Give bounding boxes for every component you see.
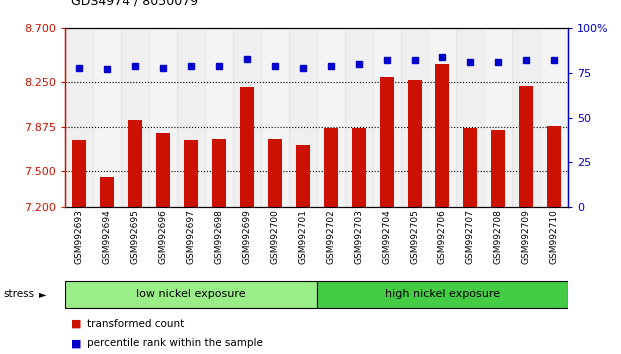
- Text: ■: ■: [71, 338, 82, 348]
- Text: GSM992698: GSM992698: [214, 209, 224, 264]
- Text: GSM992696: GSM992696: [158, 209, 168, 264]
- Bar: [100, 177, 114, 207]
- Text: GSM992700: GSM992700: [270, 209, 279, 264]
- Bar: [512, 28, 540, 207]
- Text: GSM992702: GSM992702: [326, 209, 335, 264]
- Text: stress: stress: [3, 289, 34, 299]
- Bar: [463, 129, 478, 207]
- Text: ►: ►: [39, 289, 46, 299]
- Bar: [240, 87, 254, 207]
- Bar: [519, 86, 533, 207]
- Bar: [317, 28, 345, 207]
- Text: transformed count: transformed count: [87, 319, 184, 329]
- Bar: [184, 140, 198, 207]
- Text: GSM992699: GSM992699: [242, 209, 252, 264]
- Text: percentile rank within the sample: percentile rank within the sample: [87, 338, 263, 348]
- Bar: [261, 28, 289, 207]
- Bar: [93, 28, 121, 207]
- Bar: [317, 281, 568, 308]
- Bar: [379, 77, 394, 207]
- Bar: [324, 129, 338, 207]
- Bar: [428, 28, 456, 207]
- Bar: [407, 80, 422, 207]
- Text: ■: ■: [71, 319, 82, 329]
- Text: GSM992701: GSM992701: [298, 209, 307, 264]
- Bar: [72, 140, 86, 207]
- Text: GDS4974 / 8050079: GDS4974 / 8050079: [71, 0, 199, 7]
- Bar: [149, 28, 177, 207]
- Bar: [121, 28, 149, 207]
- Text: GSM992710: GSM992710: [550, 209, 559, 264]
- Text: GSM992703: GSM992703: [354, 209, 363, 264]
- Bar: [156, 133, 170, 207]
- Bar: [547, 126, 561, 207]
- Bar: [212, 139, 226, 207]
- Bar: [289, 28, 317, 207]
- Text: GSM992693: GSM992693: [75, 209, 84, 264]
- Bar: [128, 120, 142, 207]
- Text: GSM992694: GSM992694: [102, 209, 112, 264]
- Bar: [268, 139, 282, 207]
- Text: GSM992706: GSM992706: [438, 209, 447, 264]
- Bar: [401, 28, 428, 207]
- Text: GSM992708: GSM992708: [494, 209, 503, 264]
- Text: GSM992705: GSM992705: [410, 209, 419, 264]
- Bar: [205, 28, 233, 207]
- Bar: [296, 145, 310, 207]
- Text: GSM992704: GSM992704: [382, 209, 391, 264]
- Bar: [65, 28, 93, 207]
- Bar: [233, 28, 261, 207]
- Bar: [435, 64, 450, 207]
- Bar: [65, 281, 317, 308]
- Bar: [456, 28, 484, 207]
- Bar: [351, 129, 366, 207]
- Text: high nickel exposure: high nickel exposure: [385, 289, 500, 299]
- Bar: [491, 130, 505, 207]
- Bar: [345, 28, 373, 207]
- Bar: [540, 28, 568, 207]
- Text: GSM992697: GSM992697: [186, 209, 196, 264]
- Text: GSM992709: GSM992709: [522, 209, 531, 264]
- Text: GSM992695: GSM992695: [130, 209, 140, 264]
- Text: GSM992707: GSM992707: [466, 209, 475, 264]
- Bar: [484, 28, 512, 207]
- Text: low nickel exposure: low nickel exposure: [136, 289, 246, 299]
- Bar: [177, 28, 205, 207]
- Bar: [373, 28, 401, 207]
